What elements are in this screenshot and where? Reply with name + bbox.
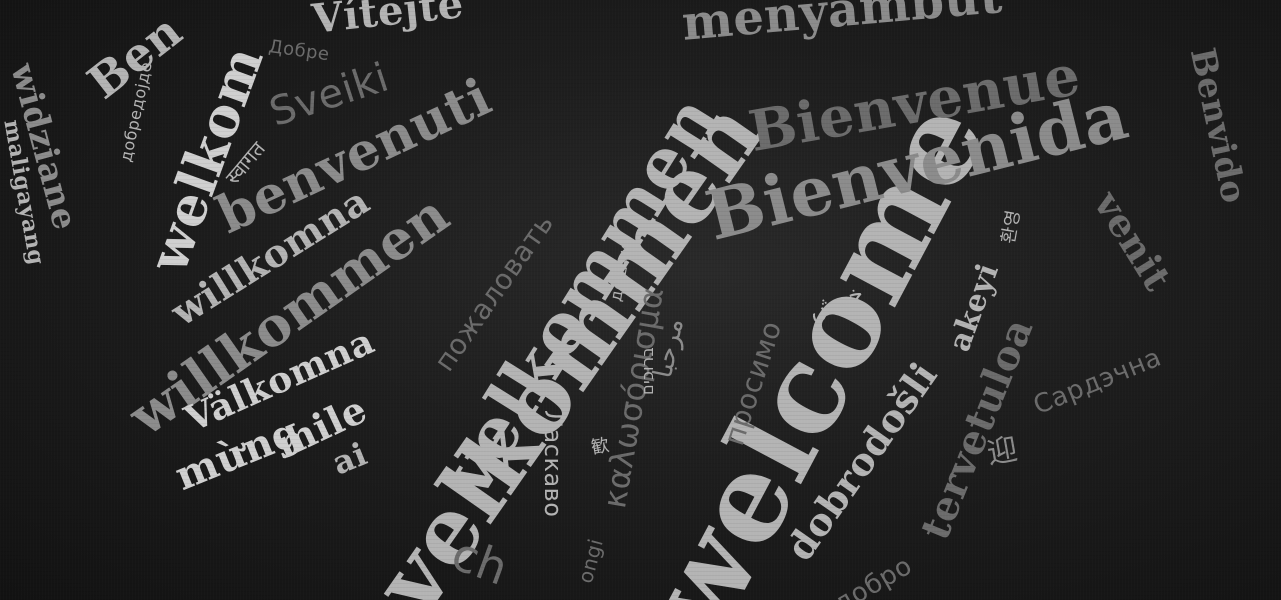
word-kanji-huan: 歓 <box>589 434 612 459</box>
word-serdechna: Сардэчна <box>1029 342 1166 421</box>
word-hebrew: ברוכים <box>638 346 657 395</box>
word-ongi: ongi <box>573 535 608 586</box>
word-dobro: добро <box>829 550 918 600</box>
word-hangul: 환영 <box>998 208 1025 246</box>
word-benvido: Benvido <box>1181 44 1254 207</box>
word-vitejte: Vítejte <box>309 0 466 43</box>
word-ai: ai <box>326 434 373 483</box>
word-menyambut: menyambut <box>679 0 1005 52</box>
word-laskavo: Ласкаво <box>539 410 567 518</box>
word-kanji-ying: 迎 <box>984 431 1021 472</box>
word-venit: venit <box>1085 182 1181 299</box>
